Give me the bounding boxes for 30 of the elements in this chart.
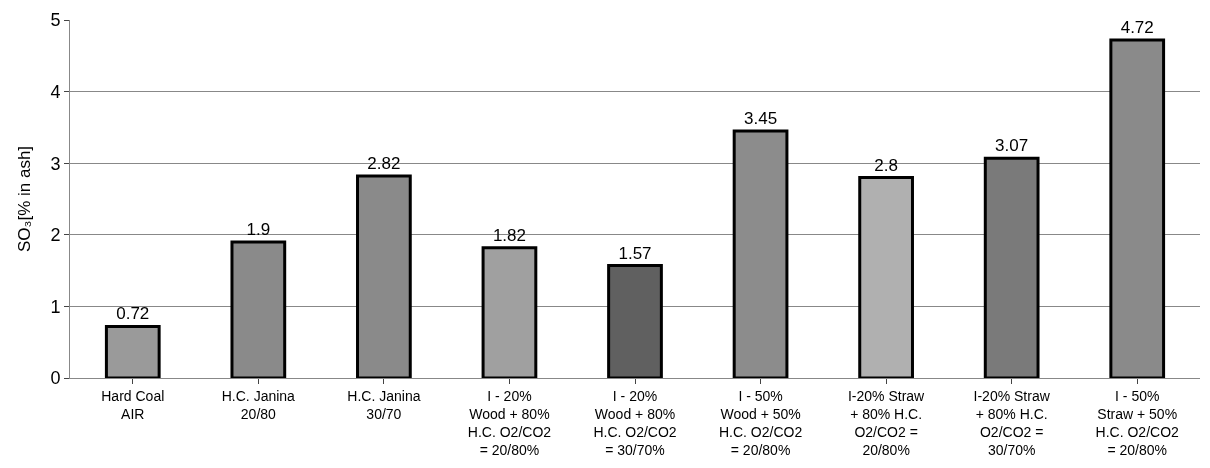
bar <box>481 246 538 378</box>
x-tick-label: I - 50% Straw + 50% H.C. O2/CO2 = 20/80% <box>1095 387 1180 459</box>
data-label: 1.57 <box>618 243 652 263</box>
x-tick-label: Hard Coal AIR <box>101 387 165 422</box>
bar <box>858 176 914 378</box>
y-tick-label: 4 <box>50 81 61 102</box>
y-tick-label: 3 <box>50 153 61 174</box>
x-tick-label: H.C. Janina 20/80 <box>221 387 296 422</box>
bar <box>104 324 161 378</box>
y-axis-title: SO₃[% in ash] <box>14 145 34 253</box>
bar <box>607 264 663 378</box>
data-label: 4.72 <box>1120 18 1154 38</box>
x-tick-label: I-20% Straw + 80% H.C. O2/CO2 = 20/80% <box>847 387 926 459</box>
x-tick-label: I - 50% Wood + 50% H.C. O2/CO2 = 20/80% <box>718 387 803 459</box>
x-tick-label: I - 20% Wood + 80% H.C. O2/CO2 = 30/70% <box>593 387 677 459</box>
data-label: 3.45 <box>744 108 778 128</box>
bar <box>983 156 1040 378</box>
x-tick-label: I - 20% Wood + 80% H.C. O2/CO2 = 20/80% <box>467 387 552 459</box>
y-tick-label: 5 <box>50 10 61 31</box>
y-tick-label: 1 <box>50 296 61 317</box>
data-label: 1.82 <box>492 225 526 245</box>
data-label: 2.82 <box>367 154 401 174</box>
x-tick-label: H.C. Janina 30/70 <box>347 387 421 422</box>
data-label: 0.72 <box>116 304 150 324</box>
data-label: 3.07 <box>995 136 1029 156</box>
data-label: 2.8 <box>874 155 898 175</box>
data-label: 1.9 <box>246 219 271 239</box>
y-tick-label: 0 <box>50 368 61 389</box>
y-tick-label: 2 <box>50 225 61 246</box>
x-tick-label: I-20% Straw + 80% H.C. O2/CO2 = 30/70% <box>973 387 1051 459</box>
